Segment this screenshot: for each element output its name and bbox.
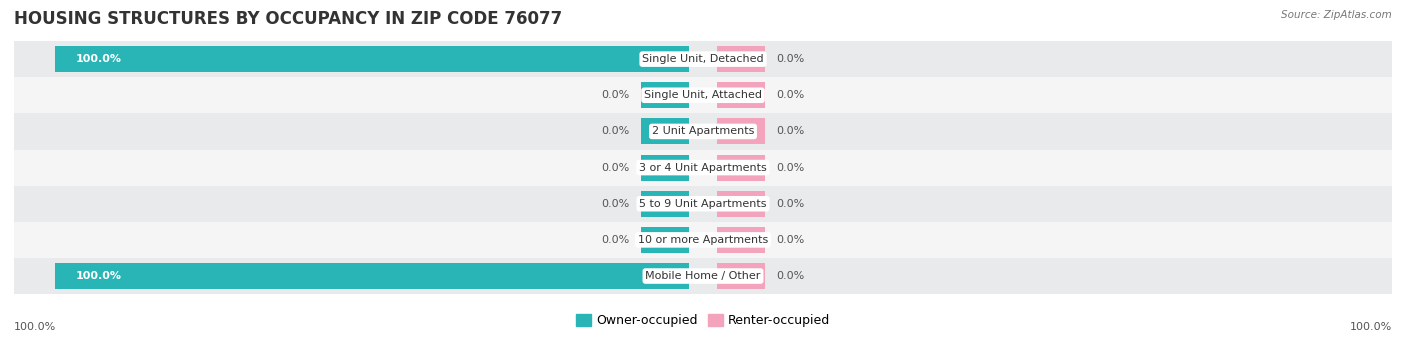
Text: 0.0%: 0.0% bbox=[776, 162, 804, 173]
Text: 0.0%: 0.0% bbox=[602, 162, 630, 173]
Text: 0.0%: 0.0% bbox=[776, 199, 804, 209]
Text: 0.0%: 0.0% bbox=[776, 54, 804, 64]
Text: 0.0%: 0.0% bbox=[602, 199, 630, 209]
Bar bbox=[717, 263, 765, 289]
Bar bbox=[14, 113, 1392, 149]
Bar bbox=[641, 82, 689, 108]
Text: 0.0%: 0.0% bbox=[776, 127, 804, 136]
Text: 100.0%: 100.0% bbox=[1350, 322, 1392, 332]
Text: 5 to 9 Unit Apartments: 5 to 9 Unit Apartments bbox=[640, 199, 766, 209]
Text: 0.0%: 0.0% bbox=[602, 127, 630, 136]
Text: 2 Unit Apartments: 2 Unit Apartments bbox=[652, 127, 754, 136]
Text: Single Unit, Attached: Single Unit, Attached bbox=[644, 90, 762, 100]
Text: Source: ZipAtlas.com: Source: ZipAtlas.com bbox=[1281, 10, 1392, 20]
Text: 10 or more Apartments: 10 or more Apartments bbox=[638, 235, 768, 245]
Bar bbox=[641, 227, 689, 253]
Bar bbox=[55, 46, 689, 72]
Text: 100.0%: 100.0% bbox=[14, 322, 56, 332]
Bar bbox=[641, 191, 689, 217]
Bar bbox=[641, 155, 689, 181]
Bar bbox=[717, 191, 765, 217]
Bar bbox=[717, 227, 765, 253]
Text: Mobile Home / Other: Mobile Home / Other bbox=[645, 271, 761, 281]
Text: 0.0%: 0.0% bbox=[602, 235, 630, 245]
Bar bbox=[14, 41, 1392, 77]
Text: 100.0%: 100.0% bbox=[76, 271, 122, 281]
Legend: Owner-occupied, Renter-occupied: Owner-occupied, Renter-occupied bbox=[571, 309, 835, 332]
Bar bbox=[14, 186, 1392, 222]
Bar bbox=[717, 46, 765, 72]
Text: 0.0%: 0.0% bbox=[776, 90, 804, 100]
Text: 3 or 4 Unit Apartments: 3 or 4 Unit Apartments bbox=[640, 162, 766, 173]
Text: 0.0%: 0.0% bbox=[776, 235, 804, 245]
Text: 100.0%: 100.0% bbox=[76, 54, 122, 64]
Bar bbox=[14, 222, 1392, 258]
Text: 0.0%: 0.0% bbox=[602, 90, 630, 100]
Bar bbox=[717, 118, 765, 144]
Bar bbox=[14, 258, 1392, 294]
Bar bbox=[641, 118, 689, 144]
Text: HOUSING STRUCTURES BY OCCUPANCY IN ZIP CODE 76077: HOUSING STRUCTURES BY OCCUPANCY IN ZIP C… bbox=[14, 10, 562, 28]
Bar bbox=[14, 77, 1392, 113]
Bar bbox=[717, 82, 765, 108]
Bar bbox=[55, 263, 689, 289]
Text: Single Unit, Detached: Single Unit, Detached bbox=[643, 54, 763, 64]
Bar bbox=[14, 149, 1392, 186]
Text: 0.0%: 0.0% bbox=[776, 271, 804, 281]
Bar bbox=[717, 155, 765, 181]
